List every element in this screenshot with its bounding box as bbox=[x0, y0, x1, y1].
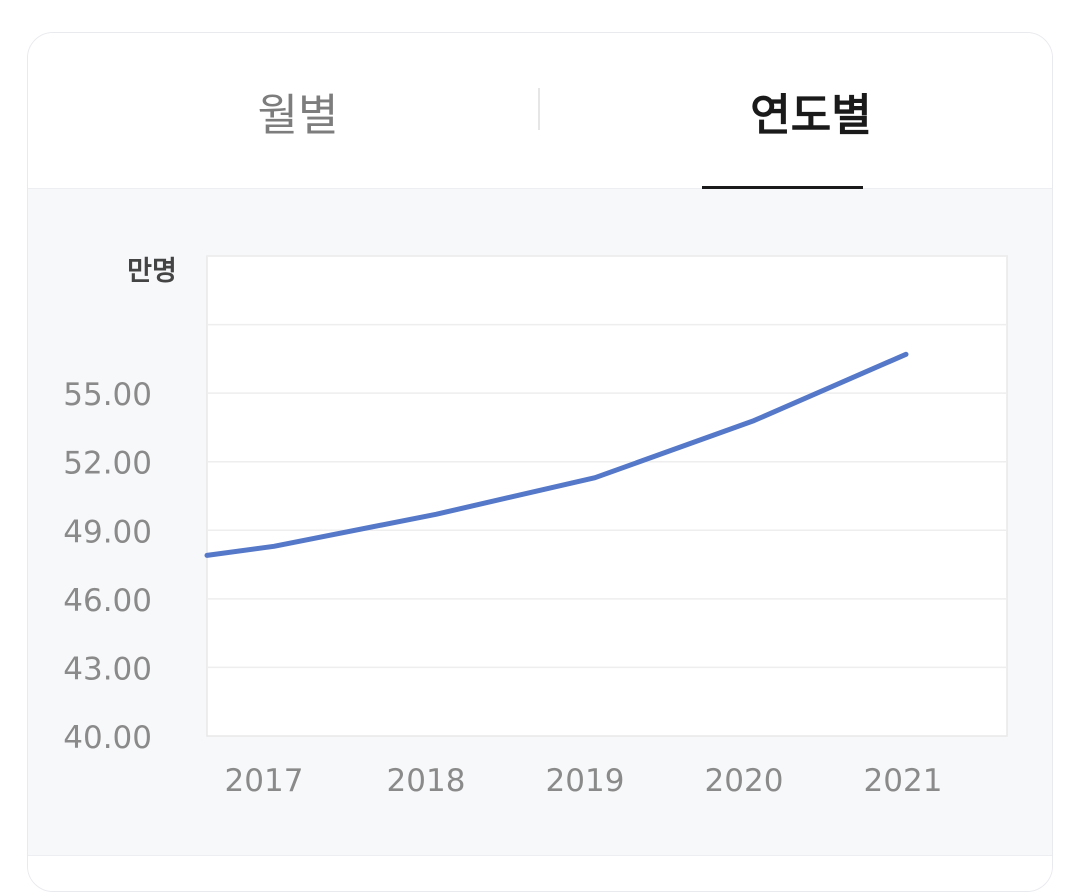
x-tick-label: 2020 bbox=[705, 763, 784, 799]
y-tick-label: 55.00 bbox=[63, 377, 152, 413]
period-tabs: 월별 연도별 bbox=[28, 33, 1052, 189]
chart-card: 월별 연도별 만명 40.00 43.00 46.00 49.00 52.00 55.00 2… bbox=[27, 32, 1053, 892]
line-chart: 만명 40.00 43.00 46.00 49.00 52.00 55.00 2017 2018… bbox=[63, 255, 1008, 799]
active-tab-indicator bbox=[702, 186, 863, 189]
y-tick-label: 43.00 bbox=[63, 651, 152, 687]
y-unit-label: 만명 bbox=[127, 256, 177, 287]
y-tick-label: 40.00 bbox=[63, 720, 152, 756]
plot-background bbox=[206, 255, 1008, 737]
tab-yearly[interactable]: 연도별 bbox=[750, 89, 872, 141]
y-tick-label: 52.00 bbox=[63, 446, 152, 482]
chart-footer bbox=[28, 855, 1052, 891]
x-tick-label: 2021 bbox=[864, 763, 943, 799]
y-tick-label: 49.00 bbox=[63, 514, 152, 550]
tab-divider bbox=[538, 88, 540, 130]
chart-area: 만명 40.00 43.00 46.00 49.00 52.00 55.00 2017 2018… bbox=[28, 189, 1052, 891]
x-tick-label: 2017 bbox=[225, 763, 304, 799]
x-tick-label: 2019 bbox=[546, 763, 625, 799]
x-tick-label: 2018 bbox=[387, 763, 466, 799]
series-line bbox=[204, 351, 909, 558]
y-tick-label: 46.00 bbox=[63, 583, 152, 619]
tab-monthly[interactable]: 월별 bbox=[257, 89, 339, 141]
